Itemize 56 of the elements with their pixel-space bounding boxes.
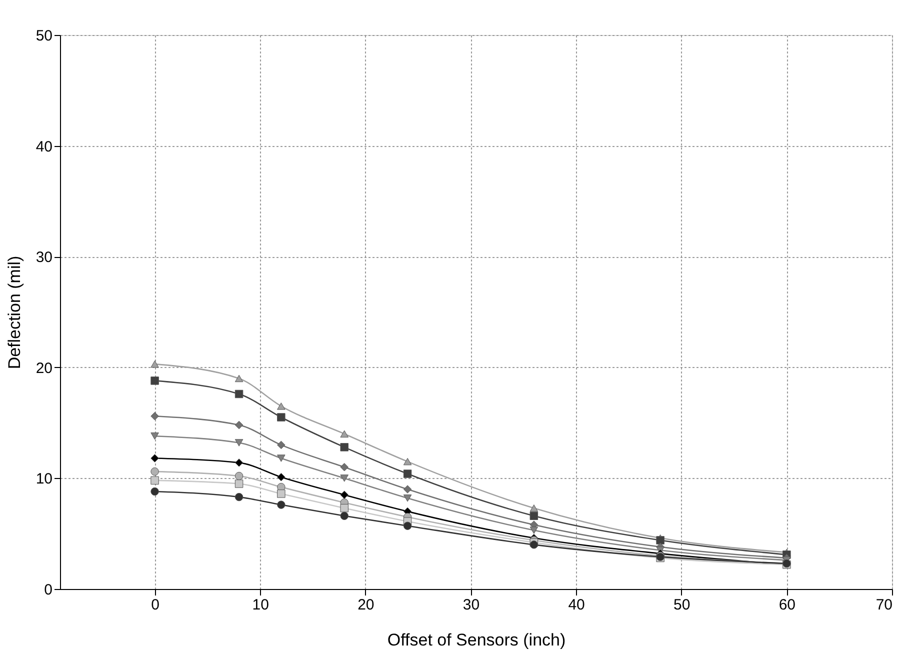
point — [340, 430, 348, 438]
y-tick-label: 0 — [44, 582, 52, 598]
point — [403, 522, 412, 530]
x-tick-label: 60 — [778, 596, 796, 614]
point — [530, 540, 538, 549]
point — [150, 467, 159, 476]
point — [150, 487, 159, 496]
x-tick-label: 10 — [252, 596, 269, 614]
y-tick-label: 40 — [36, 138, 52, 156]
point — [234, 390, 244, 398]
point — [530, 526, 538, 534]
x-tick-label: 30 — [462, 596, 480, 614]
point — [340, 512, 348, 520]
point — [277, 490, 286, 498]
point — [340, 474, 348, 482]
x-tick-label: 20 — [358, 596, 374, 614]
point — [150, 412, 159, 420]
point — [234, 458, 244, 467]
point — [403, 470, 412, 478]
point — [234, 472, 244, 480]
point — [403, 494, 412, 502]
point — [403, 458, 412, 466]
point — [530, 504, 538, 512]
x-tick-label: 0 — [151, 596, 160, 614]
point — [530, 512, 538, 520]
point — [340, 504, 348, 512]
point — [277, 472, 286, 482]
point — [403, 485, 412, 494]
y-axis-title: Deflection (mil) — [4, 256, 24, 370]
point — [150, 376, 159, 385]
x-tick-label: 70 — [876, 596, 892, 614]
y-tick-label: 50 — [36, 28, 52, 44]
point — [277, 440, 286, 450]
y-tick-label: 20 — [36, 360, 52, 377]
point — [234, 480, 244, 488]
point — [150, 454, 159, 462]
point — [656, 536, 664, 544]
x-axis-title: Offset of Sensors (inch) — [387, 630, 566, 650]
point — [277, 500, 286, 509]
point — [234, 420, 244, 430]
point — [340, 490, 348, 499]
point — [234, 374, 244, 382]
point — [277, 413, 286, 422]
point — [234, 439, 244, 446]
point — [150, 476, 159, 485]
x-tick-label: 40 — [568, 596, 585, 614]
point — [340, 462, 348, 472]
point — [277, 454, 286, 462]
point — [234, 492, 244, 502]
point — [150, 432, 159, 440]
y-tick-label: 10 — [36, 470, 52, 488]
point — [277, 402, 286, 410]
point — [150, 360, 159, 368]
point — [340, 443, 348, 452]
y-tick-label: 30 — [36, 249, 52, 266]
x-tick-label: 50 — [674, 596, 690, 614]
